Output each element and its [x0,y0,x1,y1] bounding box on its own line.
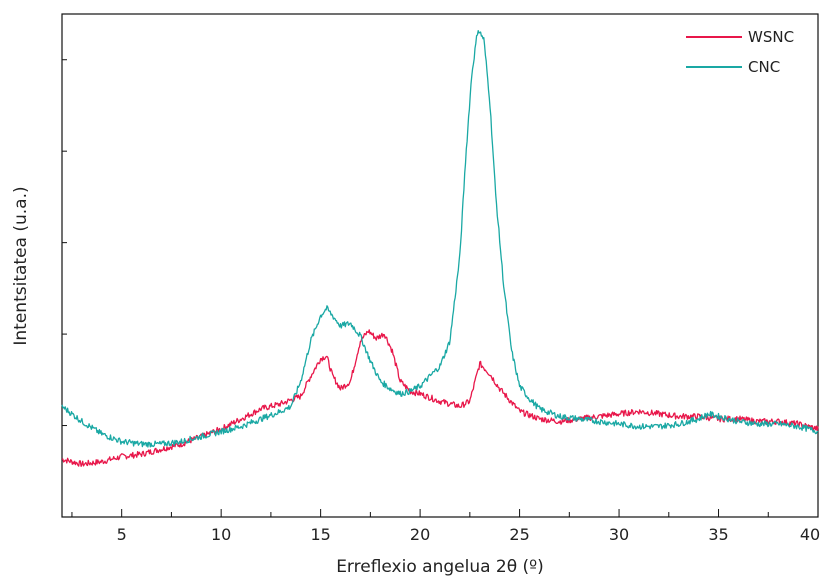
y-axis [62,59,67,427]
legend-label-cnc: CNC [748,58,780,76]
x-tick-label: 5 [117,525,127,544]
series-layer [61,30,819,467]
legend: WSNC CNC [686,28,794,76]
x-tick-label: 30 [609,525,629,544]
plot-frame [61,13,819,518]
x-tick-label: 35 [708,525,728,544]
x-tick-label: 10 [211,525,231,544]
x-tick-label: 25 [509,525,529,544]
y-axis-title: Intentsitatea (u.a.) [11,186,31,345]
series-line-wsnc [61,329,819,467]
series-line-cnc [61,30,819,448]
x-tick-label: 15 [310,525,330,544]
x-axis-title: Erreflexio angelua 2θ (º) [336,557,544,577]
x-axis: 5 10 15 20 25 30 35 40 [71,509,820,544]
legend-label-wsnc: WSNC [748,28,794,46]
x-tick-label: 20 [410,525,430,544]
x-tick-label: 40 [800,525,820,544]
